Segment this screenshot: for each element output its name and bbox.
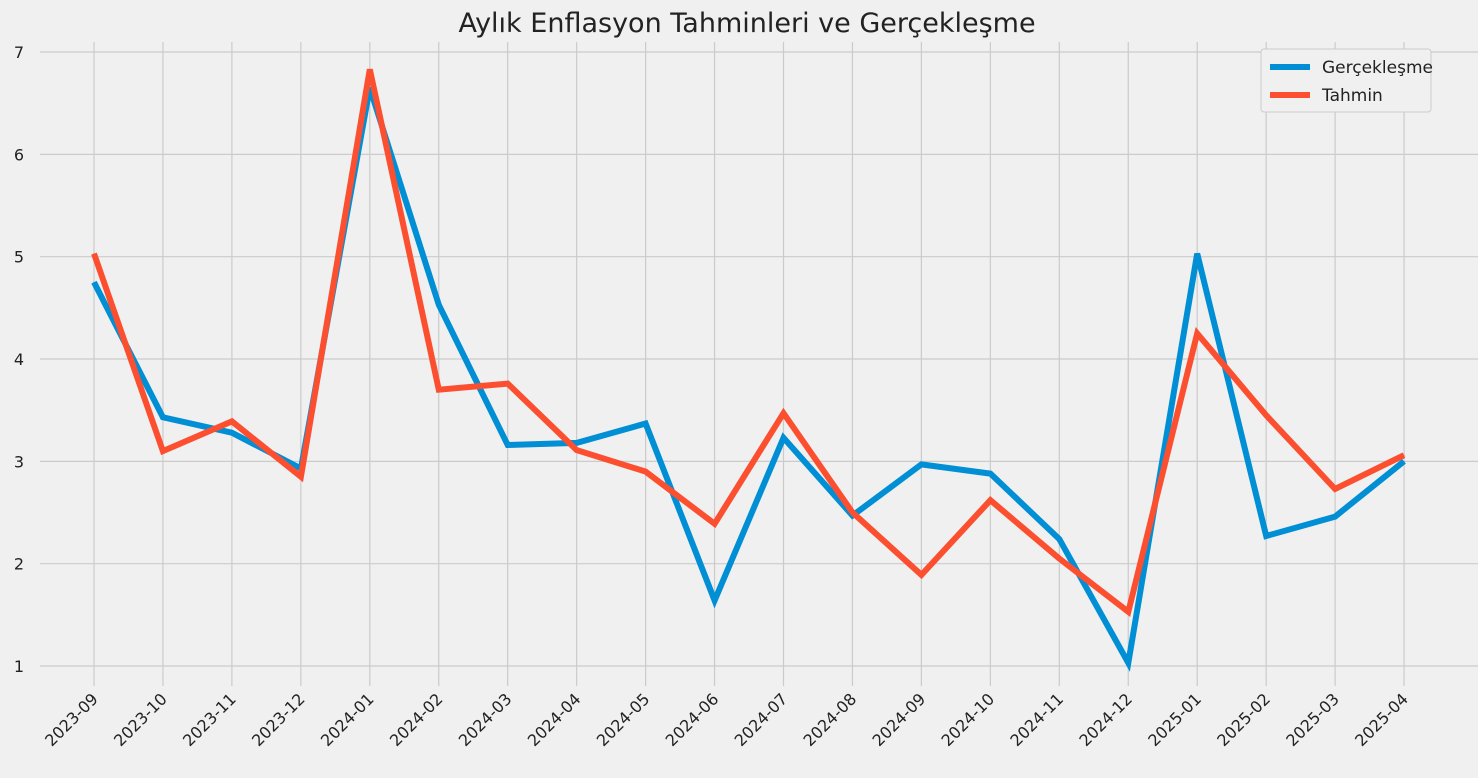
data-point — [576, 442, 578, 444]
data-point — [1196, 332, 1198, 334]
data-point — [989, 473, 991, 475]
data-point — [1196, 253, 1198, 255]
data-point — [576, 449, 578, 451]
grid-lines — [40, 42, 1478, 686]
data-point — [714, 523, 716, 525]
data-point — [989, 499, 991, 501]
y-tick-label: 5 — [14, 248, 24, 267]
legend-label-gercekleşme: Gerçekleşme — [1322, 58, 1433, 78]
data-point — [1265, 535, 1267, 537]
data-point — [920, 463, 922, 465]
data-point — [438, 389, 440, 391]
data-point — [93, 253, 95, 255]
y-tick-label: 2 — [14, 555, 24, 574]
data-point — [162, 416, 164, 418]
legend-label-tahmin: Tahmin — [1321, 86, 1383, 106]
y-tick-label: 3 — [14, 452, 24, 471]
data-point — [851, 512, 853, 514]
data-point — [783, 437, 784, 439]
data-point — [1058, 538, 1060, 540]
data-point — [300, 476, 302, 478]
y-axis-ticks: 1 2 3 4 5 6 7 — [14, 43, 24, 676]
data-point — [1265, 414, 1267, 416]
y-tick-label: 6 — [14, 145, 24, 164]
legend: Gerçekleşme Tahmin — [1260, 48, 1433, 113]
data-point — [1403, 460, 1405, 462]
data-point — [645, 471, 647, 473]
data-point — [714, 600, 716, 602]
data-point — [231, 432, 233, 434]
data-point — [920, 574, 922, 576]
series-line-1 — [91, 68, 1406, 617]
data-point — [783, 412, 784, 414]
data-point — [438, 304, 440, 306]
data-point — [162, 450, 164, 452]
data-point — [507, 444, 509, 446]
data-point — [645, 422, 647, 424]
data-point — [1334, 488, 1336, 490]
data-point — [1403, 454, 1405, 456]
data-point — [1334, 516, 1336, 518]
data-point — [1058, 558, 1060, 560]
data-point — [1127, 662, 1129, 664]
y-tick-label: 4 — [14, 350, 24, 369]
y-tick-label: 1 — [14, 657, 24, 676]
data-point — [507, 383, 509, 385]
y-tick-label: 7 — [14, 43, 24, 62]
data-point — [369, 68, 371, 70]
data-point — [231, 420, 233, 422]
data-point — [1127, 611, 1129, 613]
data-point — [93, 281, 95, 283]
series-lines — [91, 68, 1406, 672]
chart-title: Aylık Enflasyon Tahminleri ve Gerçekleşm… — [458, 8, 1035, 39]
